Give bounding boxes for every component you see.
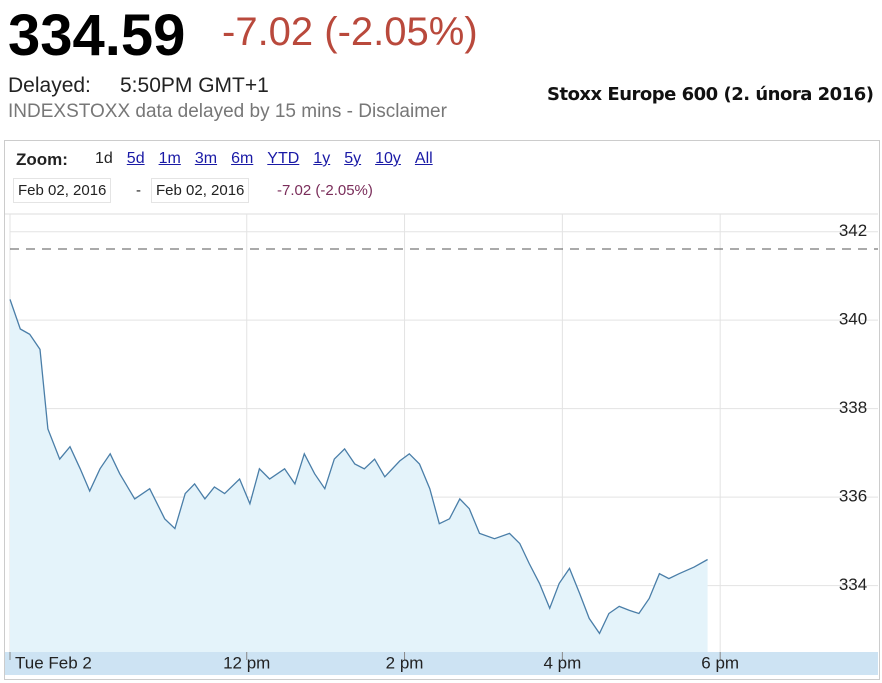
price-line [9, 299, 708, 635]
price-change: -7.02 (-2.05%) [222, 10, 478, 54]
zoom-option[interactable]: 1d [95, 150, 113, 167]
x-tick-label: 6 pm [701, 653, 739, 672]
y-tick-label: 336 [839, 487, 867, 506]
x-tick-label: Tue Feb 2 [15, 653, 92, 672]
delayed-time: 5:50PM GMT+1 [120, 74, 269, 97]
zoom-options: 1d 5d 1m 3m 6m YTD 1y 5y 10y All [95, 150, 447, 168]
y-tick-label: 342 [839, 221, 867, 240]
area [10, 299, 708, 652]
zoom-label: Zoom: [16, 150, 68, 169]
x-tick-label: 4 pm [543, 653, 581, 672]
price: 334.59 [8, 3, 186, 68]
date-to[interactable]: Feb 02, 2016 [151, 178, 250, 203]
zoom-option[interactable]: 5y [344, 150, 362, 167]
zoom-option[interactable]: YTD [267, 150, 300, 167]
y-tick-label: 340 [839, 310, 867, 329]
y-tick-label: 334 [839, 575, 867, 594]
y-tick-label: 338 [839, 398, 867, 417]
x-tick-label: 2 pm [386, 653, 424, 672]
zoom-option[interactable]: 6m [231, 150, 254, 167]
caption: Stoxx Europe 600 (2. února 2016) [547, 84, 874, 105]
zoom-option[interactable]: 1y [313, 150, 331, 167]
x-axis-band [5, 652, 878, 675]
date-from[interactable]: Feb 02, 2016 [13, 178, 112, 203]
delayed-label: Delayed: [8, 74, 91, 97]
x-tick-label: 12 pm [223, 653, 270, 672]
disclaimer: INDEXSTOXX data delayed by 15 mins - Dis… [8, 101, 447, 122]
range-change: -7.02 (-2.05%) [277, 182, 373, 199]
zoom-option[interactable]: 5d [126, 150, 145, 167]
zoom-option[interactable]: All [414, 150, 433, 167]
zoom-option[interactable]: 3m [194, 150, 218, 167]
chart-box [4, 140, 880, 680]
zoom-option[interactable]: 1m [158, 150, 181, 167]
date-separator: - [136, 182, 141, 199]
zoom-option[interactable]: 10y [375, 150, 401, 167]
